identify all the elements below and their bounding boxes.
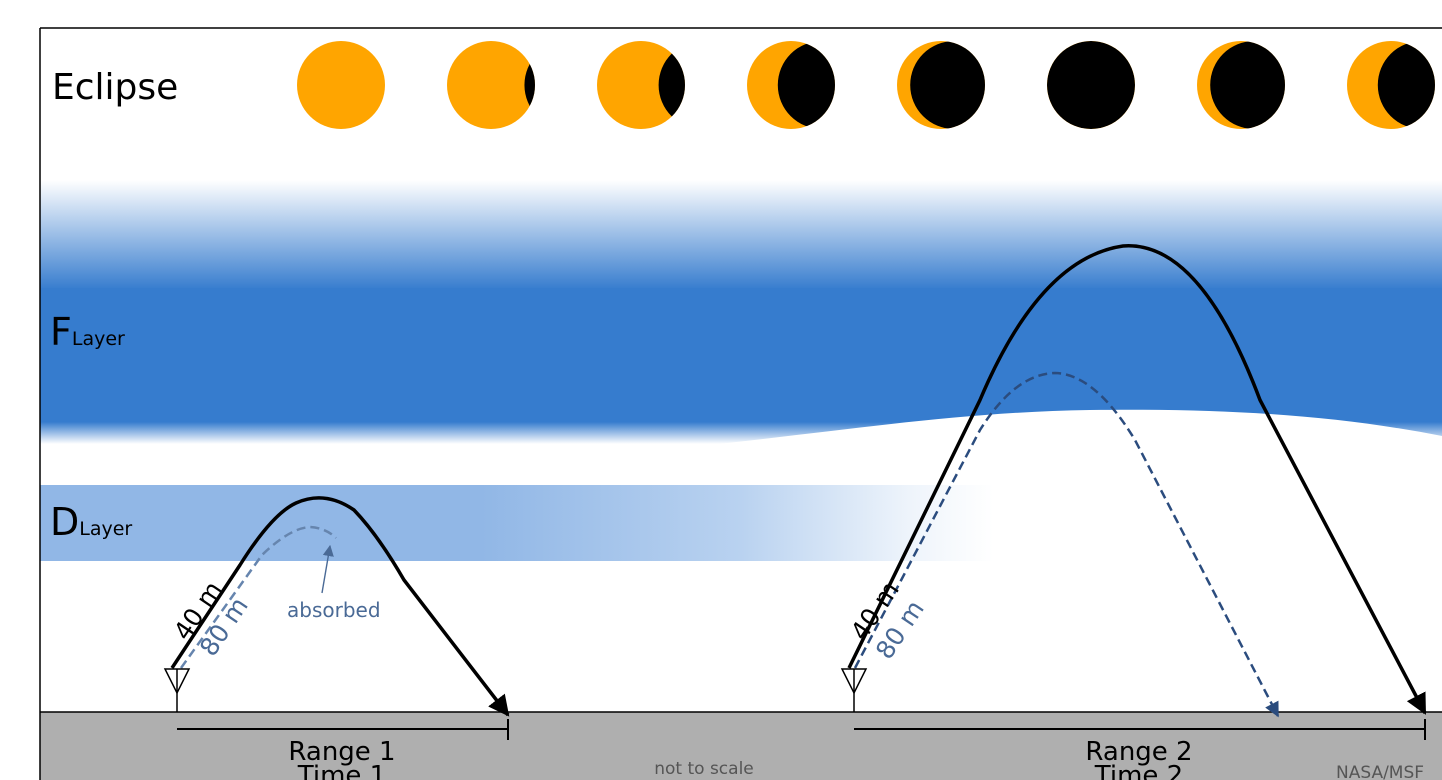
moon-disc xyxy=(910,41,985,129)
range-1-bar xyxy=(177,719,509,740)
not-to-scale-note: not to scale xyxy=(654,759,754,779)
eclipse-phase-7 xyxy=(1197,41,1285,129)
left-80m-ray xyxy=(179,525,337,669)
absorbed-arrow xyxy=(321,544,334,594)
ground xyxy=(40,712,1442,780)
credit-label: NASA/MSF xyxy=(1336,763,1424,780)
eclipse-phase-4 xyxy=(747,41,835,129)
sun-disc xyxy=(297,41,385,129)
range-2-label: Range 2 xyxy=(1085,737,1192,767)
eclipse-phase-3 xyxy=(597,41,685,129)
right-40m-ray xyxy=(847,244,1427,715)
time-1-label: Time 1 xyxy=(297,761,386,780)
left-antenna xyxy=(163,668,191,712)
title-eclipse: Eclipse xyxy=(52,67,178,108)
absorbed-label: absorbed xyxy=(287,598,381,622)
eclipse-phases xyxy=(297,41,1435,129)
d-layer-sub: Layer xyxy=(79,518,132,540)
f-layer-band xyxy=(40,288,1442,424)
right-80m-ray xyxy=(853,371,1280,718)
moon-disc xyxy=(1210,41,1285,129)
moon-disc xyxy=(1047,41,1135,129)
eclipse-phase-6 xyxy=(1047,41,1135,129)
sun-disc xyxy=(447,41,535,129)
eclipse-phase-5 xyxy=(897,41,985,129)
right-antenna xyxy=(840,668,868,712)
moon-disc xyxy=(1377,41,1435,129)
range-1-label: Range 1 xyxy=(288,737,395,767)
d-layer-band xyxy=(40,485,1442,561)
f-layer-main: F xyxy=(50,310,72,354)
moon-disc xyxy=(777,41,835,129)
f-layer-bulge-cutout xyxy=(700,409,1442,460)
f-layer-label: FLayer xyxy=(50,310,125,354)
range-2-bar xyxy=(854,719,1426,740)
eclipse-phase-8 xyxy=(1347,41,1435,129)
left-40m-ray xyxy=(170,496,510,717)
moon-disc xyxy=(658,41,685,129)
d-layer-main: D xyxy=(50,500,79,544)
time-2-label: Time 2 xyxy=(1094,761,1183,780)
d-layer-label: DLayer xyxy=(50,500,132,544)
sun-disc xyxy=(597,41,685,129)
eclipse-phase-1 xyxy=(297,41,385,129)
f-layer-upper-fade xyxy=(40,180,1442,290)
f-layer-sub: Layer xyxy=(72,328,125,350)
eclipse-phase-2 xyxy=(447,41,535,129)
